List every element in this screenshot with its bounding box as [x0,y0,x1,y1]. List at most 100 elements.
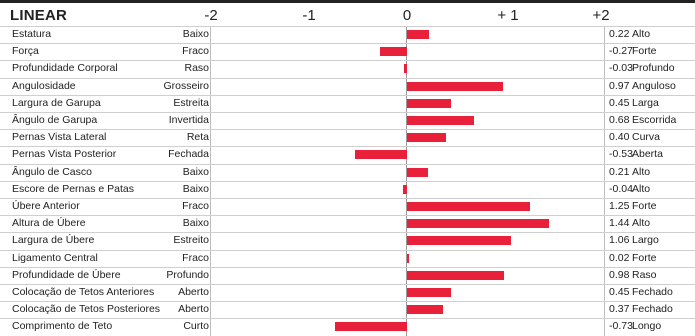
low-extreme-label: Aberto [178,303,209,316]
value-label: 0.37 [609,303,630,316]
trait-label: Estatura [12,28,52,40]
low-extreme-label: Baixo [182,28,209,40]
row-divider [0,301,695,303]
table-row: Pernas Vista Lateral Reta 0.40 Curva [0,129,695,146]
low-extreme-label: Fraco [182,200,209,212]
chart-title: LINEAR [10,7,68,24]
value-label: -0.04 [609,182,633,195]
trait-label: Largura de Garupa [12,96,101,109]
value-label: 0.68 [609,114,630,126]
high-extreme-label: Alto [632,217,651,230]
value-label: -0.03 [609,62,633,75]
row-divider [0,249,695,251]
value-bar [407,270,504,280]
trait-label: Ligamento Central [12,251,98,264]
trait-label: Escore de Pernas e Patas [12,182,134,195]
chart-header: LINEAR -2 -1 0 + 1 +2 [0,4,695,26]
value-bar [407,253,409,263]
row-divider [0,318,695,320]
trait-label: Angulosidade [12,79,76,92]
high-extreme-label: Escorrida [632,114,677,126]
value-label: 0.40 [609,131,630,144]
tick-label-zero: 0 [402,7,412,24]
high-extreme-label: Aberta [632,148,663,161]
trait-label: Comprimento de Teto [12,320,113,333]
table-row: Colocação de Tetos Anteriores Aberto 0.45 F… [0,284,695,301]
table-row: Largura de Úbere Estreito 1.06 Largo [0,232,695,249]
high-extreme-label: Forte [632,251,657,264]
value-bar [407,116,474,125]
high-extreme-label: Largo [632,234,659,247]
high-extreme-label: Fechado [632,286,673,298]
low-extreme-label: Profundo [166,268,209,281]
table-row: Ângulo de Casco Baixo 0.21 Alto [0,163,695,181]
table-row: Profundidade Corporal Raso -0.03 Profundo [0,60,695,77]
value-bar [354,150,407,160]
value-bar [407,236,512,246]
low-extreme-label: Invertida [168,114,209,126]
value-bar [335,322,407,332]
trait-label: Profundidade de Úbere [12,268,121,281]
table-row: Força Fraco -0.27 Forte [0,43,695,60]
row-divider [0,77,695,79]
tick-label-minus-1: -1 [302,7,316,24]
value-label: 0.98 [609,268,630,281]
low-extreme-label: Baixo [182,165,209,178]
high-extreme-label: Profundo [632,62,675,75]
trait-label: Largura de Úbere [12,234,95,247]
value-bar [407,202,531,211]
trait-label: Força [12,45,39,58]
table-row: Úbere Anterior Fraco 1.25 Forte [0,198,695,215]
row-divider [0,26,695,27]
tick-label-plus-2: +2 [592,7,610,24]
row-divider [0,43,695,45]
high-extreme-label: Curva [632,131,661,144]
value-bar [407,98,452,108]
row-divider [0,284,695,285]
value-bar [407,81,503,91]
high-extreme-label: Alto [632,182,651,195]
value-label: 0.97 [609,79,630,92]
table-row: Altura de Úbere Baixo 1.44 Alto [0,215,695,232]
row-divider [0,112,695,113]
value-bar [407,133,447,143]
table-row: Ligamento Central Fraco 0.02 Forte [0,249,695,267]
high-extreme-label: Forte [632,200,657,212]
value-label: -0.53 [609,148,633,161]
low-extreme-label: Fechada [168,148,209,161]
table-row: Estatura Baixo 0.22 Alto [0,26,695,43]
table-row: Largura de Garupa Estreita 0.45 Larga [0,94,695,112]
trait-label: Altura de Úbere [12,217,86,230]
low-extreme-label: Estreito [173,234,209,247]
row-divider [0,146,695,148]
high-extreme-label: Larga [632,96,659,109]
low-extreme-label: Aberto [178,286,209,298]
tick-label-plus-1: + 1 [497,7,519,24]
low-extreme-label: Reta [186,131,209,144]
value-label: 1.06 [609,234,630,247]
value-label: 1.44 [609,217,630,230]
high-extreme-label: Forte [632,45,657,58]
trait-label: Úbere Anterior [12,200,80,212]
low-extreme-label: Raso [184,62,209,75]
value-label: -0.27 [609,45,633,58]
row-divider [0,215,695,217]
low-extreme-label: Baixo [182,182,209,195]
row-divider [0,94,695,96]
value-label: -0.73 [609,320,633,333]
high-extreme-label: Longo [632,320,662,333]
value-bar [407,219,549,229]
trait-label: Pernas Vista Lateral [12,131,107,144]
trait-label: Colocação de Tetos Anteriores [12,286,155,298]
table-row: Pernas Vista Posterior Fechada -0.53 Aberta [0,146,695,163]
low-extreme-label: Fraco [182,45,209,58]
row-divider [0,232,695,234]
value-label: 0.45 [609,96,630,109]
table-row: Ângulo de Garupa Invertida 0.68 Escorrida [0,112,695,129]
trait-label: Profundidade Corporal [12,62,118,75]
trait-label: Colocação de Tetos Posteriores [12,303,161,316]
row-divider [0,198,695,199]
row-divider [0,180,695,182]
row-divider [0,163,695,165]
table-row: Escore de Pernas e Patas Baixo -0.04 Alto [0,180,695,198]
